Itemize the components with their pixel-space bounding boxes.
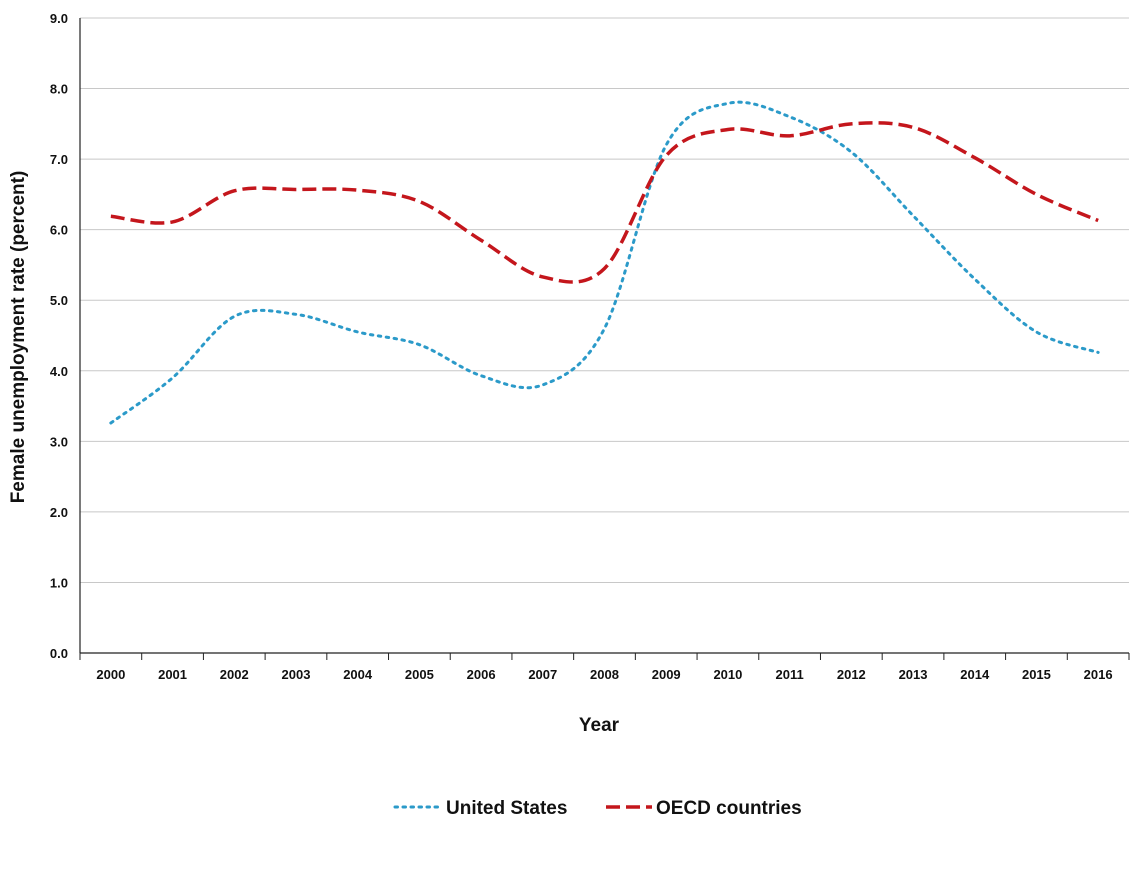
axes [79, 18, 1130, 660]
legend: United States OECD countries [393, 798, 802, 819]
y-tick-labels: 0.0 1.0 2.0 3.0 4.0 5.0 6.0 7.0 8.0 9.0 [50, 11, 68, 661]
y-tick-label: 7.0 [50, 152, 68, 167]
data-point [293, 186, 299, 192]
legend-label-united-states: United States [446, 798, 567, 819]
series-line-united-states [109, 100, 1100, 425]
y-tick-label: 9.0 [50, 11, 68, 26]
y-tick-label: 5.0 [50, 293, 68, 308]
data-point [663, 153, 669, 159]
y-tick-label: 2.0 [50, 505, 68, 520]
data-point [355, 329, 361, 335]
x-tick-label: 2003 [282, 667, 311, 682]
gridlines [80, 17, 1129, 583]
x-tick-label: 2010 [713, 667, 742, 682]
data-point [602, 325, 608, 331]
data-point [848, 121, 854, 127]
y-tick-label: 0.0 [50, 646, 68, 661]
series [108, 100, 1101, 426]
x-tick-label: 2002 [220, 667, 249, 682]
y-tick-label: 6.0 [50, 223, 68, 238]
data-point [725, 126, 731, 132]
x-tick-label: 2008 [590, 667, 619, 682]
x-tick-label: 2012 [837, 667, 866, 682]
data-point [1095, 349, 1101, 355]
series-line-oecd-countries [110, 121, 1099, 284]
x-axis-title: Year [579, 715, 620, 736]
x-tick-label: 2000 [96, 667, 125, 682]
y-tick-label: 8.0 [50, 82, 68, 97]
y-tick-label: 4.0 [50, 364, 68, 379]
data-point [540, 382, 546, 388]
data-point [478, 237, 484, 243]
data-point [787, 133, 793, 139]
x-tick-label: 2009 [652, 667, 681, 682]
data-point [355, 187, 361, 193]
data-point [602, 265, 608, 271]
data-point [910, 124, 916, 130]
x-tick-label: 2014 [960, 667, 990, 682]
x-tick-label: 2005 [405, 667, 434, 682]
data-point [663, 142, 669, 148]
data-point [787, 114, 793, 120]
data-point [108, 213, 114, 219]
x-tick-label: 2006 [467, 667, 496, 682]
data-point [1095, 217, 1101, 223]
data-point [170, 375, 176, 381]
x-tick-label: 2007 [528, 667, 557, 682]
data-point [540, 274, 546, 280]
x-tick-label: 2013 [899, 667, 928, 682]
x-tick-labels: 2000 2001 2002 2003 2004 2005 2006 2007 2008 2009… [96, 667, 1112, 682]
y-tick-label: 1.0 [50, 575, 68, 590]
data-point [108, 420, 114, 426]
data-point [231, 188, 237, 194]
data-point [293, 311, 299, 317]
data-point [170, 219, 176, 225]
data-point [910, 213, 916, 219]
y-tick-label: 3.0 [50, 434, 68, 449]
x-tick-label: 2004 [343, 667, 373, 682]
legend-label-oecd-countries: OECD countries [656, 798, 802, 819]
data-point [416, 342, 422, 348]
data-point [848, 149, 854, 155]
data-point [972, 155, 978, 161]
y-axis-title: Female unemployment rate (percent) [8, 171, 29, 504]
x-tick-label: 2001 [158, 667, 187, 682]
data-point [972, 276, 978, 282]
data-point [1033, 329, 1039, 335]
x-tick-label: 2016 [1084, 667, 1113, 682]
x-tick-label: 2011 [776, 667, 804, 682]
data-point [1033, 191, 1039, 197]
data-point [478, 373, 484, 379]
data-point [725, 100, 731, 106]
data-point [416, 198, 422, 204]
x-tick-label: 2015 [1022, 667, 1051, 682]
data-point [231, 313, 237, 319]
